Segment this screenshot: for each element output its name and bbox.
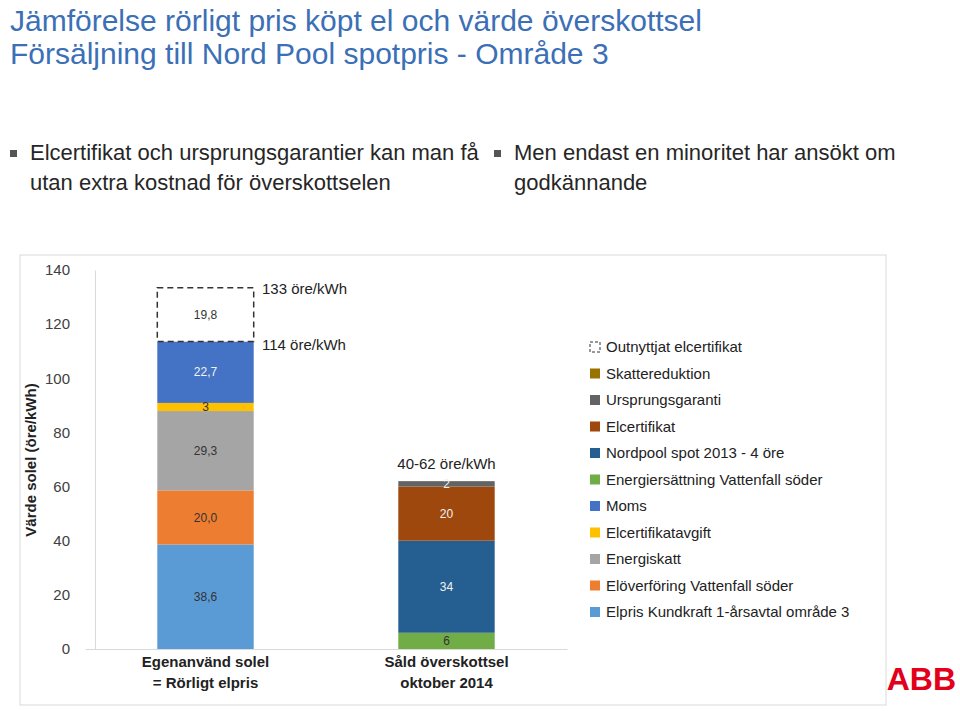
legend-label: Elöverföring Vattenfall söder	[606, 577, 793, 594]
legend: Outnyttjat elcertifikat Skattereduktion Ur…	[590, 338, 849, 620]
y-tick: 40	[53, 532, 95, 549]
y-tick: 120	[45, 315, 95, 332]
legend-label: Outnyttjat elcertifikat	[606, 338, 743, 355]
legend-label: Moms	[606, 497, 647, 514]
legend-swatch	[590, 475, 600, 485]
data-label: 29,3	[194, 444, 218, 458]
bar-segment	[157, 288, 253, 342]
data-label: 34	[440, 580, 454, 594]
bullet-text: Elcertifikat och ursprungsgarantier kan …	[30, 140, 479, 195]
legend-label: Energiskatt	[606, 550, 682, 567]
chart-frame	[20, 255, 886, 705]
legend-label: Nordpool spot 2013 - 4 öre	[606, 444, 784, 461]
data-label: 19,8	[194, 308, 218, 322]
chart-root: Jämförelse rörligt pris köpt el och värd…	[0, 0, 960, 711]
annotation: 133 öre/kWh	[262, 280, 347, 297]
x-tick: Egenanvänd solel= Rörligt elpris	[142, 649, 270, 691]
y-tick-label: 20	[53, 586, 70, 603]
data-label: 6	[443, 634, 450, 648]
y-tick-label: 140	[45, 261, 70, 278]
bar-segment	[398, 487, 494, 541]
data-label: 38,6	[194, 590, 218, 604]
bullet-marker	[494, 150, 501, 157]
legend-swatch	[590, 422, 600, 432]
bar-segment	[398, 541, 494, 633]
legend-swatch	[590, 369, 600, 379]
x-axis-line	[86, 649, 568, 650]
y-tick: 20	[53, 586, 95, 603]
y-tick-label: 0	[62, 640, 70, 657]
legend-swatch	[590, 528, 600, 538]
annotation: 114 öre/kWh	[262, 336, 346, 353]
bullet: Men endast en minoritet har ansökt om go…	[492, 138, 960, 198]
bars	[157, 288, 494, 649]
legend-label: Energiersättning Vattenfall söder	[606, 471, 823, 488]
legend-swatch	[590, 342, 600, 352]
x-tick-label: Såld överskottseloktober 2014	[384, 653, 508, 691]
y-tick-label: 80	[53, 424, 70, 441]
data-label: 20	[440, 507, 454, 521]
legend-label: Elcertifikat	[606, 418, 676, 435]
legend-label: Elpris Kundkraft 1-årsavtal område 3	[606, 603, 849, 620]
x-axis: Egenanvänd solel= Rörligt elpris Såld öve…	[86, 649, 568, 691]
legend-swatch	[590, 501, 600, 511]
bullet: Elcertifikat och ursprungsgarantier kan …	[8, 138, 490, 198]
y-tick: 0	[62, 640, 95, 657]
legend-swatch	[590, 448, 600, 458]
y-tick-label: 40	[53, 532, 70, 549]
x-tick-label: Egenanvänd solel= Rörligt elpris	[142, 653, 270, 691]
bar-segment	[157, 341, 253, 402]
y-tick-label: 100	[45, 370, 70, 387]
annotation: 40-62 öre/kWh	[397, 455, 495, 472]
legend-label: Ursprungsgaranti	[606, 391, 721, 408]
bullet-text: Men endast en minoritet har ansökt om go…	[514, 140, 896, 195]
x-tick: Såld överskottseloktober 2014	[384, 649, 508, 691]
bullet-marker	[10, 150, 17, 157]
bar-segment	[157, 411, 253, 490]
logo: ABB	[887, 661, 956, 697]
data-label: 2	[443, 477, 450, 491]
bar-segment	[157, 490, 253, 544]
legend-swatch	[590, 554, 600, 564]
y-tick: 80	[53, 424, 95, 441]
legend-swatch	[590, 395, 600, 405]
y-axis: 0 20 40 60 80 100 120 140	[45, 261, 96, 657]
y-tick: 60	[53, 478, 95, 495]
y-axis-title: Värde solel (öre/kWh)	[22, 383, 39, 536]
data-label: 20,0	[194, 511, 218, 525]
y-tick: 100	[45, 370, 95, 387]
legend-label: Elcertifikatavgift	[606, 524, 712, 541]
legend-swatch	[590, 581, 600, 591]
y-tick-label: 60	[53, 478, 70, 495]
title: Jämförelse rörligt pris köpt el och värd…	[10, 4, 702, 37]
data-label: 3	[202, 400, 209, 414]
data-label: 22,7	[194, 365, 218, 379]
data-labels: 38,6 20,0 29,3 3 22,7 6 34 20 2 19,8	[194, 308, 454, 648]
y-tick-label: 120	[45, 315, 70, 332]
bar-segment	[398, 633, 494, 649]
y-axis-line	[95, 271, 96, 650]
subtitle: Försäljning till Nord Pool spotpris - Om…	[10, 37, 609, 70]
legend-label: Skattereduktion	[606, 365, 710, 382]
y-tick: 140	[45, 261, 95, 278]
bar-segment	[157, 545, 253, 649]
legend-swatch	[590, 607, 600, 617]
